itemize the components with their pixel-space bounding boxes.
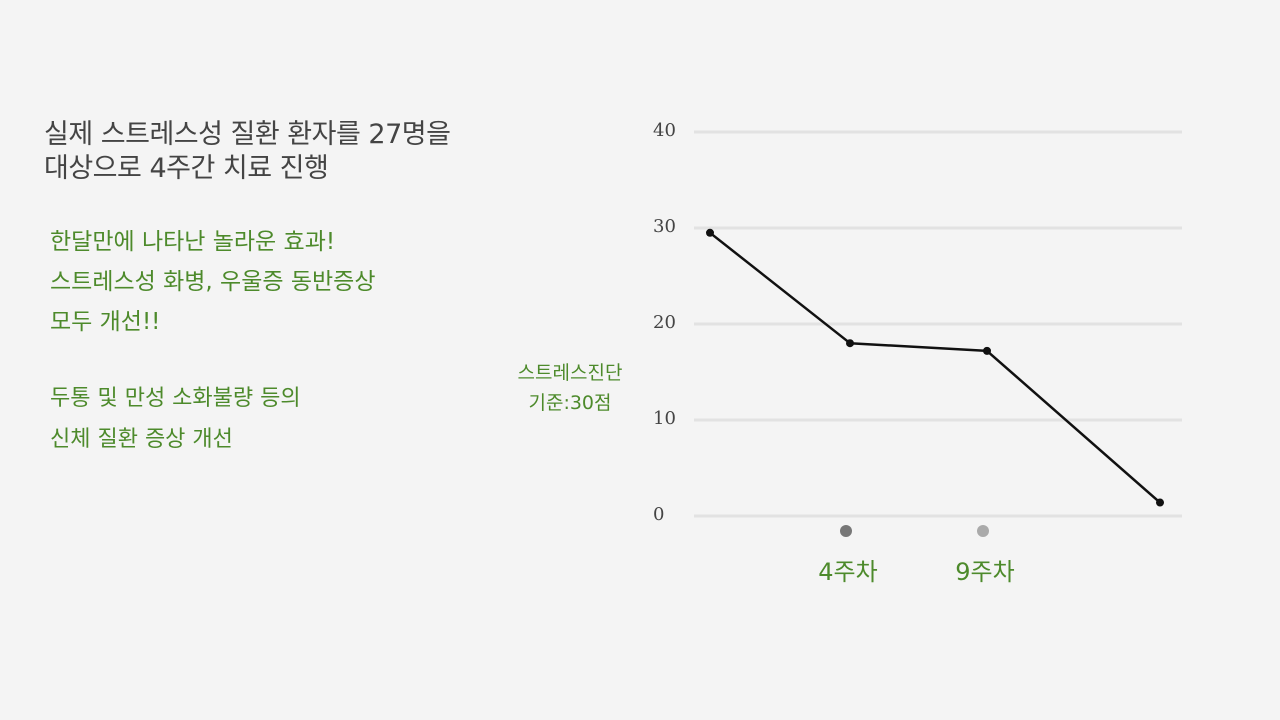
y-tick-label: 10 (653, 408, 676, 429)
y-axis-label-line-2: 기준:30점 (528, 392, 612, 414)
highlight-line-1: 한달만에 나타난 놀라운 효과! (50, 229, 336, 255)
y-tick-label: 0 (653, 504, 664, 525)
y-tick-label: 30 (653, 216, 676, 237)
details-line-2: 신체 질환 증상 개선 (50, 427, 233, 452)
data-point (706, 228, 714, 237)
data-point (983, 346, 991, 355)
data-point (1156, 498, 1164, 507)
headline-line-1: 실제 스트레스성 질환 환자를 27명을 (44, 119, 451, 150)
series-line (709, 231, 1161, 504)
x-tick-label: 4주차 (818, 558, 877, 586)
details-text: 두통 및 만성 소화불량 등의 신체 질환 증상 개선 (50, 378, 510, 460)
details-line-1: 두통 및 만성 소화불량 등의 (50, 386, 301, 411)
highlight-line-3: 모두 개선!! (50, 309, 161, 335)
data-point (846, 339, 854, 348)
y-tick-label: 20 (653, 312, 676, 333)
x-tick-marker (977, 525, 989, 537)
y-tick-label: 40 (653, 120, 676, 141)
x-tick-label: 9주차 (955, 558, 1014, 586)
highlight-line-2: 스트레스성 화병, 우울증 동반증상 (50, 269, 376, 295)
y-axis-label-line-1: 스트레스진단 (517, 362, 623, 384)
y-axis-label: 스트레스진단 기준:30점 (500, 358, 640, 418)
x-tick-marker (840, 525, 852, 537)
headline: 실제 스트레스성 질환 환자를 27명을 대상으로 4주간 치료 진행 (44, 118, 564, 186)
highlight-text: 한달만에 나타난 놀라운 효과! 스트레스성 화병, 우울증 동반증상 모두 개… (50, 222, 510, 342)
headline-line-2: 대상으로 4주간 치료 진행 (44, 153, 329, 184)
